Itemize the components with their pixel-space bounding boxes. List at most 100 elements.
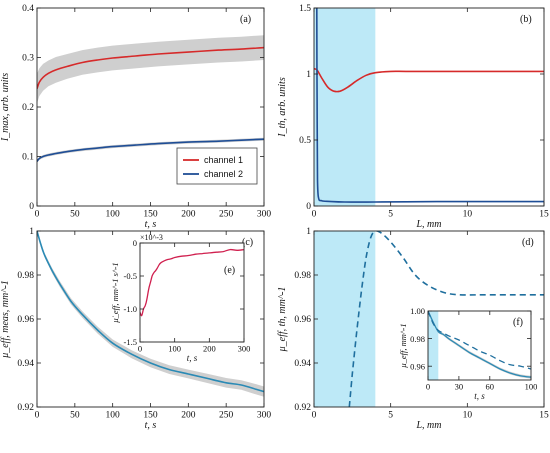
panel-label: (a) (240, 14, 251, 25)
x-tick-label: 50 (70, 411, 80, 421)
series-line-1 (348, 231, 544, 407)
axes-frame (139, 242, 245, 343)
plot-area (37, 35, 264, 163)
plot-area (314, 8, 544, 203)
axes-frame (313, 7, 545, 207)
shaded-region (314, 231, 376, 407)
shaded-region (314, 8, 376, 206)
y-tick-label: 0.92 (17, 403, 34, 413)
y-tick-label: 0.1 (22, 153, 34, 163)
y-tick-label: 1 (29, 227, 34, 237)
panel-c: 0 50 100 150 200 250 300 0.92 0.94 0.96 0.98 1 t, s μ… (0, 227, 271, 431)
x-axis-label: t, s (145, 219, 157, 230)
y-tick-label: -1.0 (124, 304, 137, 314)
x-axis-label: t, s (145, 420, 157, 431)
x-tick-label: 300 (238, 344, 251, 354)
y-tick-label: 0.96 (17, 315, 34, 325)
y-tick-label: 0.96 (294, 315, 311, 325)
y-tick-label: 0 (29, 202, 34, 212)
y-tick-label: 0.4 (22, 4, 34, 14)
x-tick-label: 100 (168, 344, 181, 354)
x-tick-label: 200 (181, 210, 196, 220)
x-axis-label: t, s (474, 391, 485, 401)
x-tick-label: 5 (388, 210, 393, 220)
panel-label: (d) (522, 237, 534, 248)
y-tick-label: 0.98 (294, 271, 311, 281)
x-tick-label: 300 (257, 411, 272, 421)
x-tick-label: 150 (143, 210, 158, 220)
legend-entry: channel 2 (204, 169, 243, 179)
x-tick-label: 250 (219, 411, 234, 421)
panel-label: (c) (242, 237, 253, 248)
y-tick-label: 0.96 (410, 361, 425, 371)
y-tick-label: 0.94 (294, 359, 311, 369)
y-tick-label: 0.5 (299, 136, 311, 146)
y-axis-label: μ_eff, meas, mm^-1 (0, 280, 11, 359)
x-tick-label: 200 (181, 411, 196, 421)
x-tick-label: 10 (463, 411, 473, 421)
panel-e: 0 100 200 300 0 -0.5 -1.0 -1.5 t, s μ̇_eff, mm^-1… (110, 233, 250, 363)
series-line-1 (37, 46, 264, 89)
plot-area (428, 311, 531, 379)
y-tick-label: 1.00 (410, 306, 425, 316)
x-tick-label: 30 (455, 382, 464, 392)
x-tick-label: 0 (312, 210, 317, 220)
x-tick-label: 0 (138, 344, 142, 354)
y-tick-label: 1 (306, 70, 311, 80)
inset-background (428, 311, 531, 380)
series-line-1 (428, 311, 531, 378)
panel-f: 0 30 60 100 0.96 0.98 1.00 t, s μ_eff, mm^-1 (f) (398, 306, 537, 401)
x-axis-label: L, mm (415, 219, 441, 230)
y-tick-label: 0 (306, 202, 311, 212)
x-tick-label: 0 (35, 210, 40, 220)
x-tick-label: 0 (312, 411, 317, 421)
legend-box (176, 147, 258, 185)
plot-area (348, 231, 544, 407)
x-tick-label: 5 (388, 411, 393, 421)
y-axis-label: I_max, arb. units (0, 73, 11, 142)
x-tick-label: 300 (257, 210, 272, 220)
y-tick-label: 0.98 (17, 271, 34, 281)
x-axis-label: t, s (187, 353, 198, 363)
panel-label: (e) (224, 265, 235, 276)
x-tick-label: 100 (525, 382, 538, 392)
x-tick-label: 15 (539, 210, 549, 220)
x-tick-label: 60 (486, 382, 495, 392)
series-line-2 (428, 311, 531, 370)
y-tick-label: -0.5 (124, 271, 137, 281)
x-tick-label: 200 (203, 344, 216, 354)
x-tick-label: 0 (35, 411, 40, 421)
plot-area (37, 231, 264, 397)
series-band-1 (37, 35, 264, 104)
x-tick-label: 15 (539, 411, 549, 421)
y-tick-label: 0.2 (22, 103, 34, 113)
panel-a: 0 50 100 150 200 250 300 0 0.1 0.2 0.3 0.4 t, s I_max… (0, 4, 271, 230)
panel-label: (f) (513, 317, 523, 328)
y-axis-label: μ_eff, th, mm^-1 (277, 287, 288, 353)
y-tick-label: 0 (133, 238, 137, 248)
x-tick-label: 0 (426, 382, 430, 392)
series-line-1 (140, 248, 244, 317)
panel-b: 0 5 10 15 0 0.5 1 1.5 L, mm I_th, arb. units (b) (277, 4, 549, 230)
x-tick-label: 50 (70, 210, 80, 220)
y-axis-label: μ̇_eff, mm^-1 s^-1 (110, 262, 120, 323)
panel-label: (b) (520, 14, 532, 25)
series-line-1 (314, 67, 544, 93)
y-tick-label: 0.92 (294, 403, 311, 413)
y-axis-label: μ_eff, mm^-1 (398, 323, 408, 368)
x-tick-label: 150 (143, 411, 158, 421)
plot-area (140, 248, 244, 317)
axis-multiplier: ×10^-3 (140, 233, 163, 242)
series-line-1 (37, 231, 264, 393)
y-tick-label: -1.5 (124, 337, 137, 347)
x-tick-label: 100 (106, 411, 121, 421)
x-tick-label: 10 (463, 210, 473, 220)
x-axis-label: L, mm (415, 420, 441, 431)
y-tick-label: 0.94 (17, 359, 34, 369)
x-tick-label: 250 (219, 210, 234, 220)
inset-background (140, 243, 244, 342)
series-line-2 (37, 138, 264, 162)
y-tick-label: 0.3 (22, 54, 34, 64)
legend-entry: channel 1 (204, 155, 243, 165)
